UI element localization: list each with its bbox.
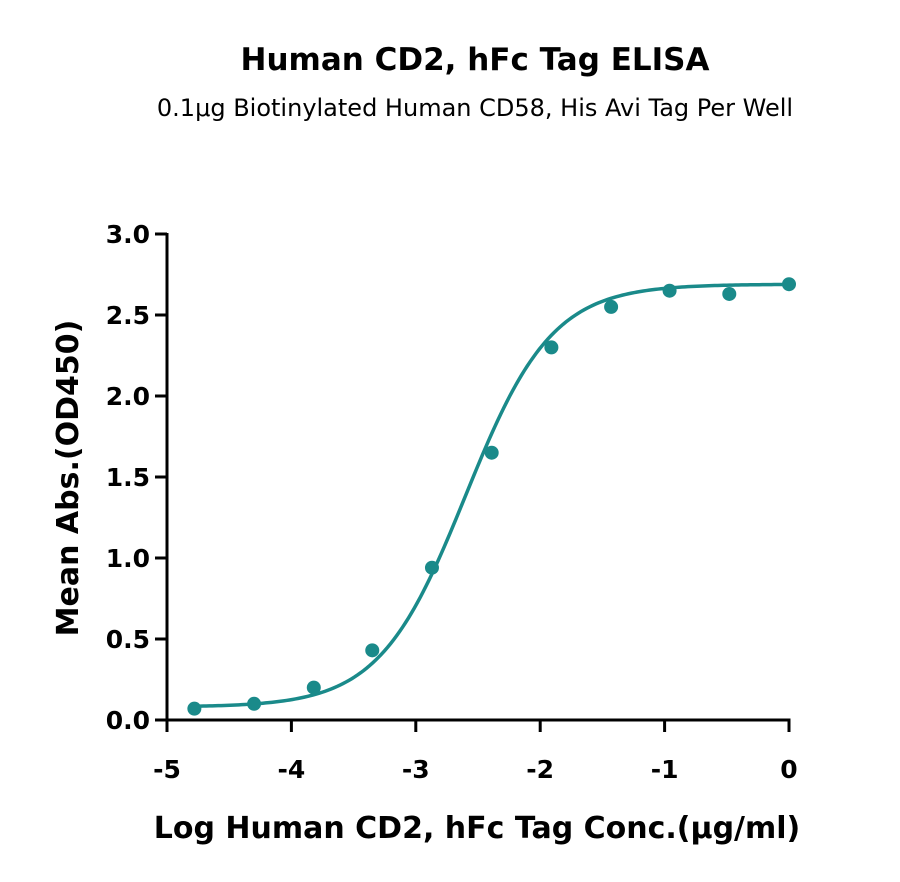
y-tick-label: 1.0: [106, 544, 150, 573]
data-point: [662, 283, 677, 298]
x-tick-label: -2: [526, 755, 554, 784]
data-point: [424, 560, 439, 575]
x-tick-label: -4: [278, 755, 306, 784]
x-ticks: -5 -4 -3 -2 -1 0: [153, 720, 798, 784]
x-tick-label: -5: [153, 755, 181, 784]
data-point: [544, 340, 559, 355]
y-tick-label: 2.5: [106, 301, 150, 330]
data-point: [365, 643, 380, 658]
y-tick-label: 2.0: [106, 382, 150, 411]
x-tick-label: -1: [651, 755, 679, 784]
x-tick-label: -3: [402, 755, 430, 784]
data-point: [484, 445, 499, 460]
chart-subtitle: 0.1μg Biotinylated Human CD58, His Avi T…: [156, 94, 794, 122]
axes: [165, 233, 791, 722]
data-points: [187, 277, 796, 716]
y-axis-title: Mean Abs.(OD450): [51, 320, 86, 637]
data-point: [306, 680, 321, 695]
y-ticks: 0.0 0.5 1.0 1.5 2.0 2.5 3.0: [106, 220, 167, 735]
data-point: [247, 696, 262, 711]
fit-curve: [194, 282, 790, 708]
data-point: [722, 286, 737, 301]
x-axis-title: Log Human CD2, hFc Tag Conc.(μg/ml): [154, 811, 801, 846]
data-point: [187, 701, 202, 716]
y-tick-label: 0.5: [106, 625, 150, 654]
y-tick-label: 0.0: [106, 706, 150, 735]
x-tick-label: 0: [780, 755, 797, 784]
data-point: [782, 277, 796, 292]
chart-title: Human CD2, hFc Tag ELISA: [240, 42, 710, 78]
y-tick-label: 3.0: [106, 220, 150, 249]
data-point: [604, 299, 619, 314]
y-tick-label: 1.5: [106, 463, 150, 492]
